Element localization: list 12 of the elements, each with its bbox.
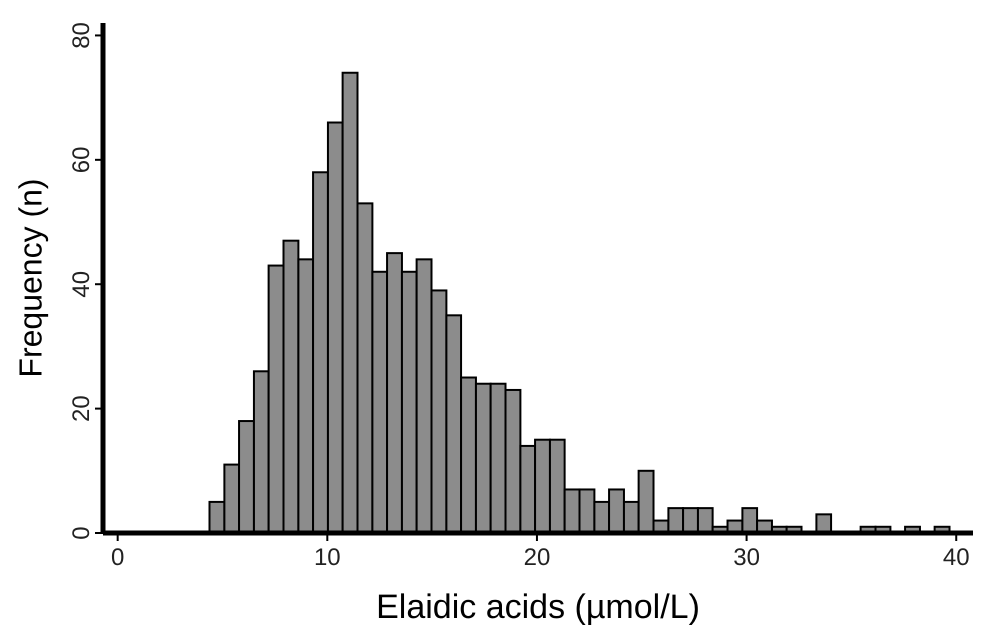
- y-tick-label: 80: [68, 22, 95, 49]
- x-tick-label: 0: [110, 544, 124, 571]
- y-axis-title: Frequency (n): [12, 178, 48, 378]
- y-tick-label: 20: [68, 395, 95, 422]
- x-tick-label: 10: [314, 544, 341, 571]
- x-tick-label: 20: [524, 544, 550, 571]
- y-tick-label: 40: [68, 270, 95, 298]
- x-tick-label: 30: [733, 544, 760, 571]
- y-tick-label: 60: [68, 146, 95, 174]
- x-axis-title: Elaidic acids (µmol/L): [376, 588, 700, 626]
- y-tick-label: 0: [68, 526, 95, 540]
- x-tick-label: 40: [942, 544, 970, 571]
